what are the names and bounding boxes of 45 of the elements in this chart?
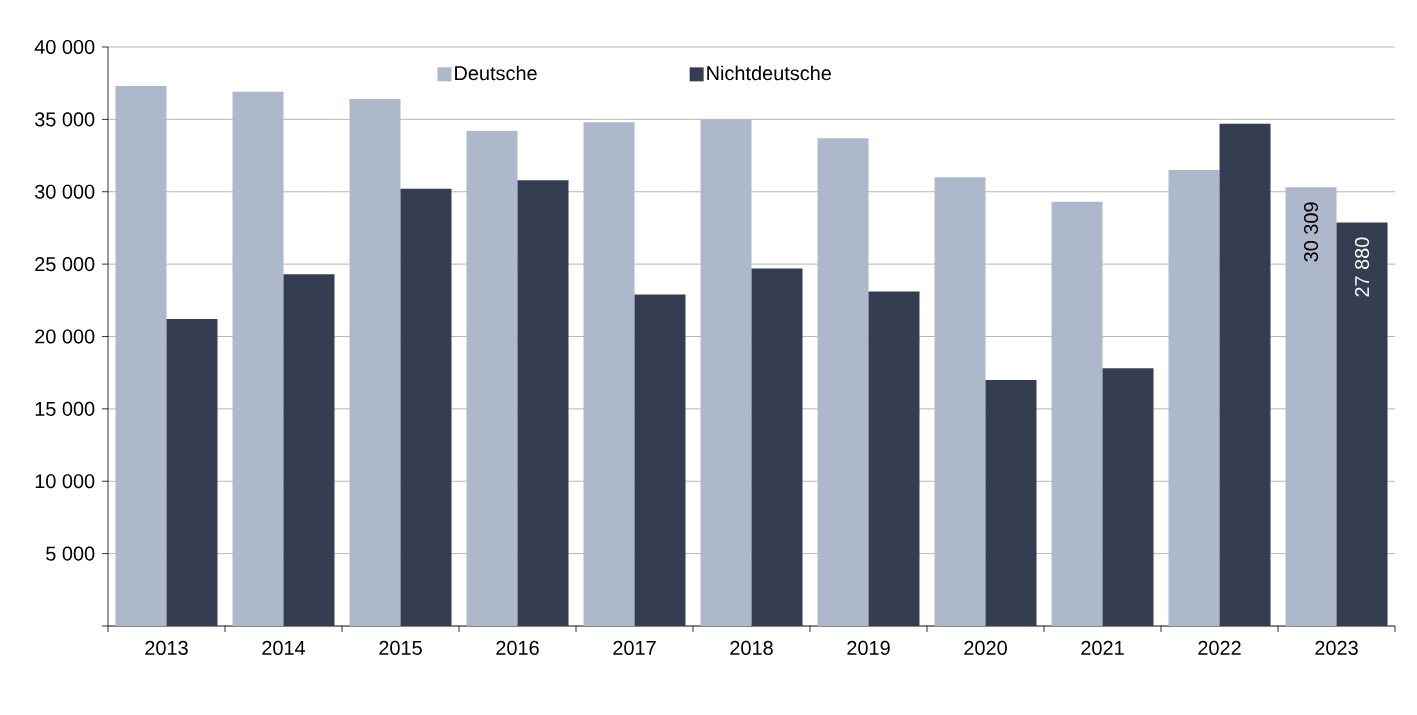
y-tick-label: 10 000 <box>35 474 95 489</box>
bar <box>1102 368 1154 626</box>
data-label: 30 309 <box>1303 202 1319 262</box>
y-tick-label: 35 000 <box>34 112 95 127</box>
bar <box>817 138 869 626</box>
x-tick-label: 2014 <box>262 640 306 655</box>
y-tick-label: 5 000 <box>46 546 95 561</box>
bar <box>517 180 569 626</box>
data-label: 27 880 <box>1354 237 1370 297</box>
bar <box>400 188 452 626</box>
bar <box>349 99 401 626</box>
bar <box>466 130 518 626</box>
y-tick-label: 15 000 <box>35 401 95 416</box>
bar <box>232 91 284 626</box>
bar <box>751 268 803 626</box>
x-tick-label: 2013 <box>145 640 188 655</box>
bar <box>1219 123 1271 626</box>
bar <box>634 294 686 626</box>
x-tick-label: 2017 <box>613 640 656 655</box>
bar <box>1336 222 1388 626</box>
x-tick-label: 2018 <box>730 640 773 655</box>
legend-label: Nichtdeutsche <box>707 65 831 81</box>
bar <box>1285 187 1337 626</box>
y-tick-label: 20 000 <box>35 329 95 344</box>
bar <box>934 177 986 626</box>
bar <box>166 319 218 626</box>
legend-label: Deutsche <box>455 65 537 81</box>
x-tick-label: 2022 <box>1198 640 1241 655</box>
bar <box>583 122 635 626</box>
bar <box>700 119 752 626</box>
bar <box>283 274 335 626</box>
y-tick-label: 30 000 <box>34 184 95 199</box>
y-tick-label: 40 000 <box>34 39 95 55</box>
bar <box>115 86 167 626</box>
y-tick-label: 25 000 <box>35 257 95 272</box>
bar <box>1168 170 1220 626</box>
x-tick-label: 2015 <box>379 640 422 655</box>
x-tick-label: 2016 <box>496 640 539 655</box>
x-tick-label: 2019 <box>847 640 890 655</box>
x-tick-label: 2023 <box>1315 640 1358 655</box>
bar <box>868 291 920 626</box>
x-tick-label: 2020 <box>964 640 1007 655</box>
bar <box>985 379 1037 626</box>
x-tick-label: 2021 <box>1081 640 1124 655</box>
bar <box>1051 201 1103 626</box>
